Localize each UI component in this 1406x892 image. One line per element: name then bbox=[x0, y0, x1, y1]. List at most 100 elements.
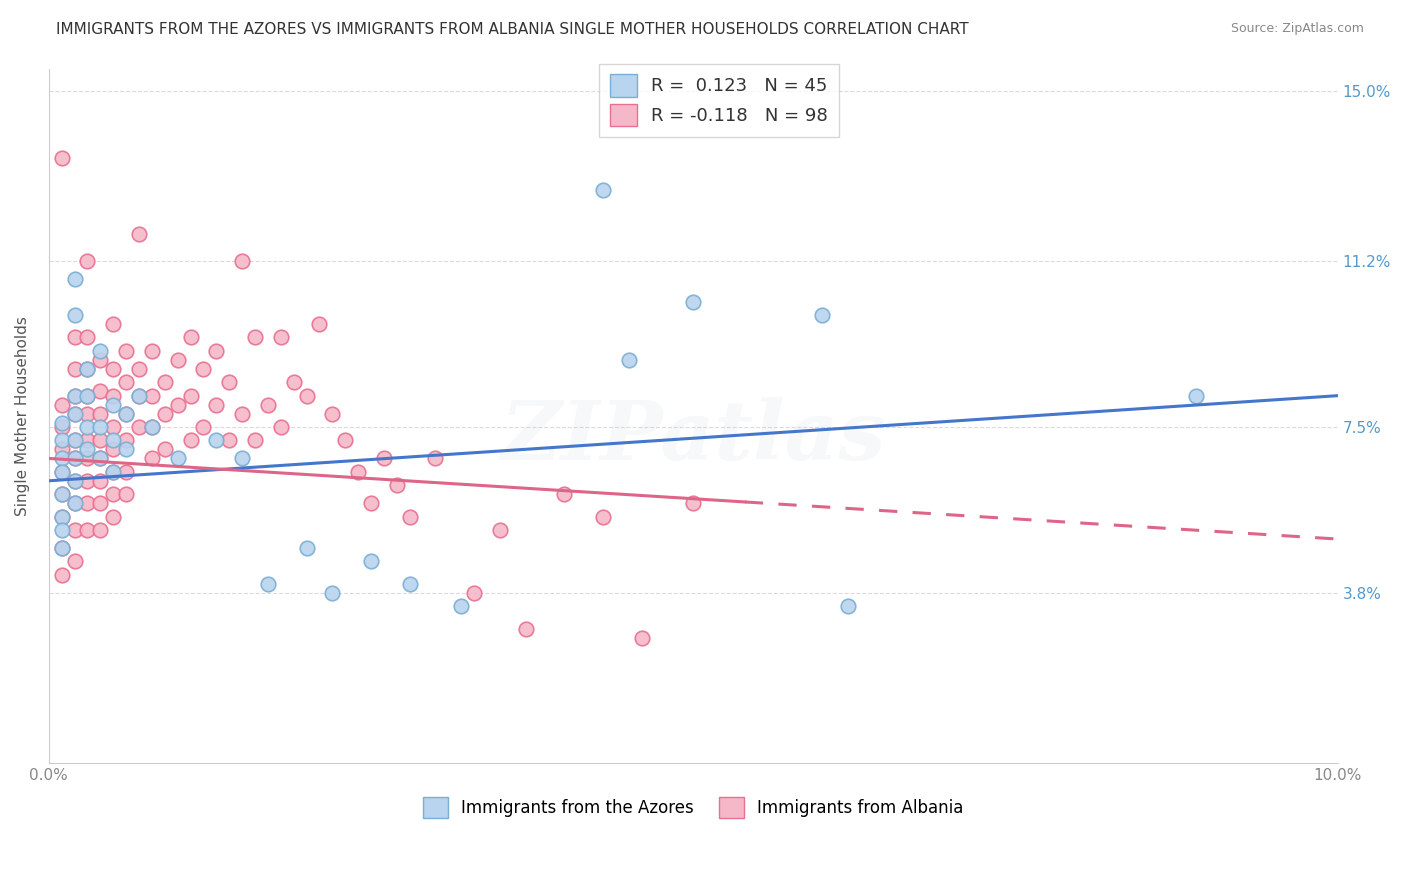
Point bbox=[270, 330, 292, 344]
Point bbox=[398, 577, 420, 591]
Text: IMMIGRANTS FROM THE AZORES VS IMMIGRANTS FROM ALBANIA SINGLE MOTHER HOUSEHOLDS C: IMMIGRANTS FROM THE AZORES VS IMMIGRANTS… bbox=[56, 22, 969, 37]
Point bbox=[592, 509, 614, 524]
Point bbox=[257, 577, 280, 591]
Point bbox=[115, 487, 138, 501]
Point bbox=[51, 523, 73, 537]
Point bbox=[63, 389, 86, 403]
Text: Source: ZipAtlas.com: Source: ZipAtlas.com bbox=[1230, 22, 1364, 36]
Point bbox=[63, 407, 86, 421]
Point bbox=[115, 407, 138, 421]
Point bbox=[153, 375, 176, 389]
Point bbox=[51, 541, 73, 555]
Point bbox=[76, 389, 98, 403]
Point bbox=[360, 496, 382, 510]
Point bbox=[63, 308, 86, 322]
Point bbox=[89, 384, 111, 399]
Point bbox=[51, 509, 73, 524]
Point bbox=[837, 599, 859, 614]
Point bbox=[76, 474, 98, 488]
Point bbox=[295, 541, 318, 555]
Point bbox=[103, 398, 125, 412]
Point bbox=[218, 434, 240, 448]
Text: ZIPatlas: ZIPatlas bbox=[501, 397, 886, 476]
Point bbox=[103, 317, 125, 331]
Point bbox=[51, 465, 73, 479]
Point bbox=[257, 398, 280, 412]
Point bbox=[360, 554, 382, 568]
Point bbox=[76, 442, 98, 457]
Point bbox=[128, 420, 150, 434]
Point bbox=[231, 254, 253, 268]
Point bbox=[51, 487, 73, 501]
Point bbox=[103, 487, 125, 501]
Point bbox=[103, 465, 125, 479]
Legend: Immigrants from the Azores, Immigrants from Albania: Immigrants from the Azores, Immigrants f… bbox=[416, 790, 970, 824]
Point bbox=[398, 509, 420, 524]
Point bbox=[270, 420, 292, 434]
Point bbox=[141, 343, 163, 358]
Point bbox=[373, 451, 395, 466]
Point bbox=[115, 434, 138, 448]
Point bbox=[218, 375, 240, 389]
Point bbox=[103, 442, 125, 457]
Point bbox=[205, 398, 228, 412]
Point bbox=[231, 451, 253, 466]
Point bbox=[128, 389, 150, 403]
Point bbox=[76, 420, 98, 434]
Point bbox=[103, 509, 125, 524]
Point bbox=[103, 361, 125, 376]
Point bbox=[141, 451, 163, 466]
Point bbox=[682, 294, 704, 309]
Point bbox=[153, 442, 176, 457]
Point bbox=[193, 420, 215, 434]
Point bbox=[283, 375, 305, 389]
Point bbox=[115, 407, 138, 421]
Point bbox=[321, 407, 343, 421]
Point bbox=[76, 407, 98, 421]
Point bbox=[63, 272, 86, 286]
Point bbox=[682, 496, 704, 510]
Point bbox=[51, 434, 73, 448]
Point bbox=[63, 389, 86, 403]
Point bbox=[89, 420, 111, 434]
Point bbox=[51, 151, 73, 165]
Point bbox=[463, 586, 485, 600]
Point bbox=[51, 568, 73, 582]
Point bbox=[89, 451, 111, 466]
Point bbox=[63, 474, 86, 488]
Point bbox=[308, 317, 330, 331]
Point bbox=[63, 330, 86, 344]
Point bbox=[180, 389, 202, 403]
Y-axis label: Single Mother Households: Single Mother Households bbox=[15, 316, 30, 516]
Point bbox=[103, 420, 125, 434]
Point bbox=[89, 474, 111, 488]
Point bbox=[76, 361, 98, 376]
Point bbox=[592, 182, 614, 196]
Point bbox=[76, 523, 98, 537]
Point bbox=[63, 474, 86, 488]
Point bbox=[76, 361, 98, 376]
Point bbox=[63, 451, 86, 466]
Point bbox=[335, 434, 357, 448]
Point bbox=[128, 361, 150, 376]
Point bbox=[76, 496, 98, 510]
Point bbox=[141, 389, 163, 403]
Point bbox=[51, 487, 73, 501]
Point bbox=[553, 487, 575, 501]
Point bbox=[63, 407, 86, 421]
Point bbox=[51, 420, 73, 434]
Point bbox=[103, 465, 125, 479]
Point bbox=[89, 407, 111, 421]
Point bbox=[115, 375, 138, 389]
Point bbox=[205, 343, 228, 358]
Point bbox=[63, 434, 86, 448]
Point bbox=[243, 330, 266, 344]
Point bbox=[115, 465, 138, 479]
Point bbox=[166, 398, 188, 412]
Point bbox=[51, 541, 73, 555]
Point bbox=[76, 451, 98, 466]
Point bbox=[76, 434, 98, 448]
Point bbox=[76, 330, 98, 344]
Point bbox=[1185, 389, 1208, 403]
Point bbox=[515, 622, 537, 636]
